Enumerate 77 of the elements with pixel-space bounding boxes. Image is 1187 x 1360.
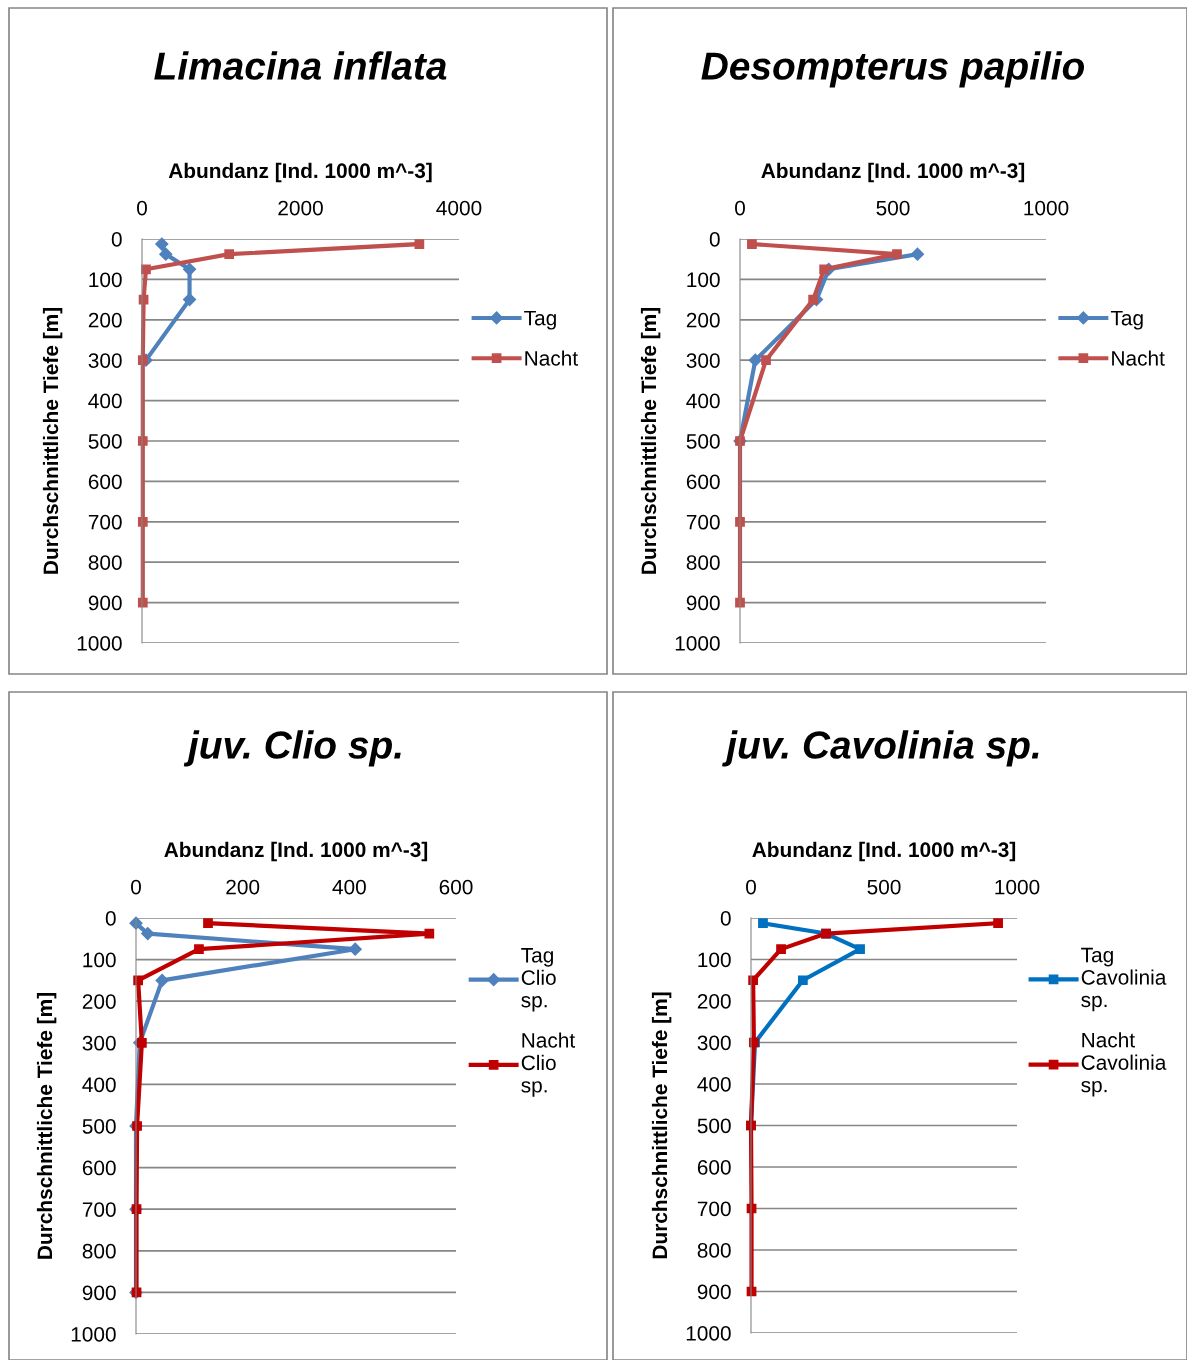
y-tick-label: 0	[720, 911, 731, 926]
y-tick-label: 900	[82, 1285, 116, 1301]
x-tick-label: 400	[332, 879, 366, 895]
y-axis-title: Durchschnittliche Tiefe [m]	[42, 308, 63, 574]
x-axis-title: Abundanz [Ind. 1000 m^-3]	[168, 162, 432, 183]
x-tick-label: 4000	[436, 200, 482, 216]
y-tick-label: 600	[82, 1160, 116, 1176]
x-tick-label: 500	[876, 200, 910, 216]
y-tick-label: 800	[686, 555, 720, 570]
y-tick-label: 700	[686, 514, 720, 530]
y-tick-label: 200	[697, 994, 731, 1009]
chart-title: Limacina inflata	[154, 51, 447, 80]
x-tick-label: 1000	[1024, 200, 1069, 216]
y-tick-label: 800	[697, 1243, 731, 1258]
legend-label: Tag Clio sp.	[521, 948, 556, 1012]
y-tick-label: 100	[83, 952, 116, 968]
legend-label: Tag	[524, 310, 556, 330]
y-tick-label: 900	[697, 1284, 731, 1300]
y-tick-label: 400	[88, 393, 122, 409]
legend-label: Tag Cavolinia sp.	[1081, 947, 1167, 1012]
y-tick-label: 400	[686, 393, 720, 409]
x-axis-title: Abundanz [Ind. 1000 m^-3]	[761, 162, 1025, 183]
legend-label: Nacht Clio sp.	[521, 1032, 575, 1097]
legend-label: Nacht	[1112, 350, 1165, 366]
y-tick-label: 100	[89, 272, 122, 288]
y-tick-label: 200	[686, 312, 720, 328]
y-tick-label: 300	[82, 1035, 116, 1051]
legend-label: Tag	[1110, 310, 1143, 330]
x-tick-label: 1000	[995, 879, 1040, 895]
x-tick-label: 0	[735, 200, 745, 216]
y-axis-title: Durchschnittliche Tiefe [m]	[640, 308, 661, 574]
y-axis-title: Durchschnittliche Tiefe [m]	[651, 992, 672, 1259]
y-axis-title: Durchschnittliche Tiefe [m]	[36, 993, 57, 1259]
legend-label: Nacht Cavolinia sp.	[1081, 1032, 1167, 1097]
chart-title: Desompterus papilio	[701, 51, 1085, 88]
x-tick-label: 0	[137, 200, 147, 216]
x-tick-label: 600	[439, 879, 473, 895]
y-tick-label: 400	[82, 1077, 116, 1093]
y-tick-label: 1000	[675, 636, 720, 651]
x-tick-label: 2000	[278, 200, 323, 216]
y-tick-label: 1000	[686, 1326, 731, 1341]
y-tick-label: 800	[88, 555, 122, 570]
y-tick-label: 500	[686, 434, 720, 449]
x-axis-title: Abundanz [Ind. 1000 m^-3]	[752, 841, 1016, 862]
y-tick-label: 600	[686, 474, 720, 490]
y-tick-label: 500	[697, 1118, 731, 1134]
y-tick-label: 700	[697, 1201, 731, 1217]
y-tick-label: 0	[709, 232, 720, 247]
y-tick-label: 1000	[77, 636, 122, 651]
x-tick-label: 0	[746, 879, 756, 895]
y-tick-label: 1000	[71, 1327, 116, 1342]
legend-label: Nacht	[525, 350, 578, 366]
chart-title: juv. Clio sp.	[183, 730, 401, 767]
y-tick-label: 100	[698, 952, 731, 968]
y-tick-label: 200	[88, 312, 122, 328]
y-tick-label: 0	[111, 232, 122, 247]
y-tick-label: 700	[88, 514, 122, 530]
y-tick-label: 200	[82, 994, 116, 1009]
x-tick-label: 0	[131, 879, 141, 895]
y-tick-label: 300	[88, 353, 122, 368]
y-tick-label: 300	[697, 1035, 731, 1051]
y-tick-label: 900	[686, 595, 720, 611]
y-tick-label: 700	[82, 1202, 116, 1217]
y-tick-label: 400	[697, 1077, 731, 1092]
y-tick-label: 500	[88, 434, 122, 449]
y-tick-label: 0	[105, 911, 116, 926]
y-tick-label: 300	[686, 353, 720, 368]
y-tick-label: 800	[82, 1243, 116, 1259]
y-tick-label: 900	[88, 595, 122, 611]
y-tick-label: 600	[697, 1160, 731, 1175]
x-tick-label: 200	[226, 879, 260, 895]
x-tick-label: 500	[867, 879, 901, 895]
y-tick-label: 600	[88, 474, 122, 490]
y-tick-label: 100	[687, 272, 720, 288]
x-axis-title: Abundanz [Ind. 1000 m^-3]	[164, 841, 428, 862]
chart-title: juv. Cavolinia sp.	[722, 730, 1039, 767]
y-tick-label: 500	[82, 1119, 116, 1134]
